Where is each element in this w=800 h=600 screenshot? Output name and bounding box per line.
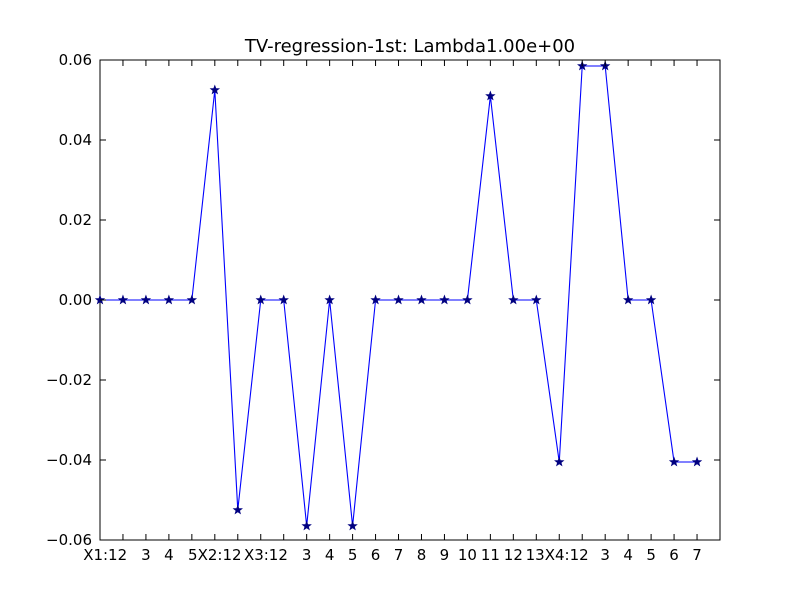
x-tick-label: 7 — [692, 546, 702, 564]
x-tick-label: 12 — [504, 546, 523, 564]
y-axis-ticks: 0.06 0.04 0.02 0.00 −0.02 −0.04 −0.06 — [46, 51, 720, 549]
y-tick-label: 0.06 — [59, 51, 92, 69]
data-point-12 — [370, 294, 381, 305]
data-point-8 — [278, 294, 289, 305]
x-tick-label: X1:12 — [83, 546, 127, 564]
x-tick-label: 4 — [325, 546, 335, 564]
chart-title: TV-regression-1st: Lambda1.00e+00 — [244, 36, 575, 57]
y-tick-label: 0.02 — [59, 211, 92, 229]
data-point-5 — [209, 84, 221, 95]
data-point-20 — [554, 456, 565, 467]
x-tick-label: 7 — [394, 546, 404, 564]
data-point-7 — [255, 294, 266, 305]
data-point-4 — [186, 294, 198, 305]
data-point-14 — [416, 294, 427, 305]
x-tick-label: 6 — [371, 546, 381, 564]
data-point-19 — [531, 294, 542, 305]
data-point-3 — [163, 294, 175, 305]
x-tick-label: 5 — [348, 546, 358, 564]
data-point-2 — [140, 294, 152, 305]
y-tick-label: 0.00 — [59, 291, 92, 309]
y-tick-label: −0.04 — [46, 451, 92, 469]
x-tick-label: 10 — [458, 546, 477, 564]
x-tick-label: 8 — [417, 546, 427, 564]
x-tick-label: 5X2:12 — [188, 546, 242, 564]
data-point-24 — [645, 294, 657, 305]
x-tick-label: 13X4:12 — [526, 546, 589, 564]
data-point-26 — [691, 456, 703, 467]
data-point-18 — [508, 294, 519, 305]
y-tick-label: −0.06 — [46, 531, 92, 549]
x-tick-label: 4 — [164, 546, 174, 564]
data-point-11 — [347, 520, 358, 531]
data-point-1 — [117, 294, 129, 305]
x-tick-label: 9 — [440, 546, 450, 564]
data-point-17 — [485, 90, 496, 101]
y-tick-label: 0.04 — [59, 131, 92, 149]
x-tick-label: 3 — [302, 546, 312, 564]
data-point-13 — [393, 294, 404, 305]
data-point-15 — [439, 294, 450, 305]
data-point-23 — [622, 294, 634, 305]
data-point-6 — [232, 504, 243, 515]
data-point-9 — [301, 520, 312, 531]
x-tick-label: 5 — [646, 546, 656, 564]
x-tick-label: X3:12 — [244, 546, 288, 564]
x-axis-ticks: X1:12 3 4 5X2:12 X3:12 3 4 5 6 7 8 9 10 11 12 13X4:12 3 4… — [83, 60, 702, 564]
y-tick-label: −0.02 — [46, 371, 92, 389]
x-tick-label: 11 — [481, 546, 500, 564]
data-series — [94, 60, 703, 531]
x-tick-label: 3 — [600, 546, 610, 564]
x-tick-label: 6 — [669, 546, 679, 564]
data-point-10 — [324, 294, 335, 305]
x-tick-label: 4 — [623, 546, 633, 564]
x-tick-label: 3 — [141, 546, 151, 564]
data-point-25 — [668, 456, 680, 467]
data-point-16 — [462, 294, 473, 305]
